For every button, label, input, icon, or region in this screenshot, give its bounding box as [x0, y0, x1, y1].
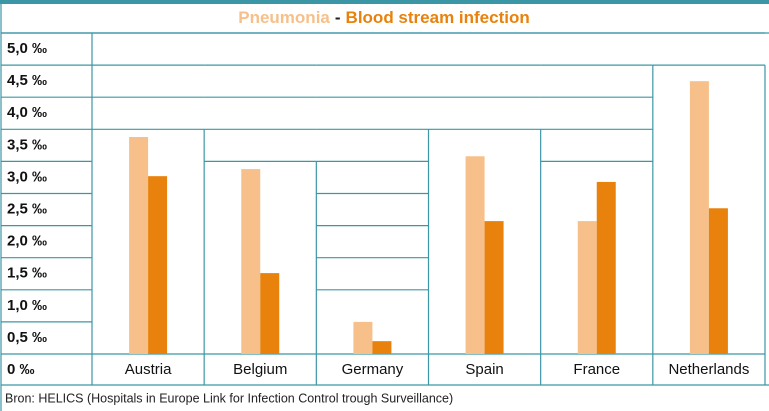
x-tick-label: Belgium [233, 361, 287, 378]
bar [689, 81, 709, 355]
x-tick-label: France [573, 361, 620, 378]
x-tick-label: Netherlands [668, 361, 749, 378]
y-tick-label: 3,5 ‰ [7, 136, 47, 153]
x-tick-label: Austria [125, 361, 172, 378]
y-tick-label: 2,0 ‰ [7, 233, 47, 250]
bar [577, 221, 597, 354]
bar [596, 181, 616, 354]
top-bar [0, 0, 769, 4]
bar [353, 321, 373, 354]
y-tick-label: 0 ‰ [7, 361, 35, 378]
y-tick-label: 2,5 ‰ [7, 200, 47, 217]
title-separator: - [335, 8, 341, 27]
x-tick-label: Germany [342, 361, 404, 378]
bar [708, 208, 728, 354]
y-tick-label: 1,5 ‰ [7, 265, 47, 282]
bar [465, 156, 485, 354]
bar [260, 273, 280, 354]
y-tick-label: 0,5 ‰ [7, 329, 47, 346]
bar [129, 137, 149, 354]
y-tick-label: 4,0 ‰ [7, 104, 47, 121]
y-tick-label: 1,0 ‰ [7, 297, 47, 314]
bar [241, 169, 261, 354]
bar [148, 176, 168, 354]
y-tick-label: 5,0 ‰ [7, 40, 47, 57]
bar [484, 221, 504, 354]
y-tick-label: 4,5 ‰ [7, 72, 47, 89]
source: Bron: HELICS (Hospitals in Europe Link f… [5, 391, 453, 405]
chart-title: Pneumonia - Blood stream infection [238, 8, 529, 27]
y-tick-label: 3,0 ‰ [7, 168, 47, 185]
bar [372, 341, 392, 354]
legend-entry: Pneumonia [238, 8, 330, 27]
x-tick-label: Spain [465, 361, 503, 378]
legend-entry: Blood stream infection [346, 8, 530, 27]
